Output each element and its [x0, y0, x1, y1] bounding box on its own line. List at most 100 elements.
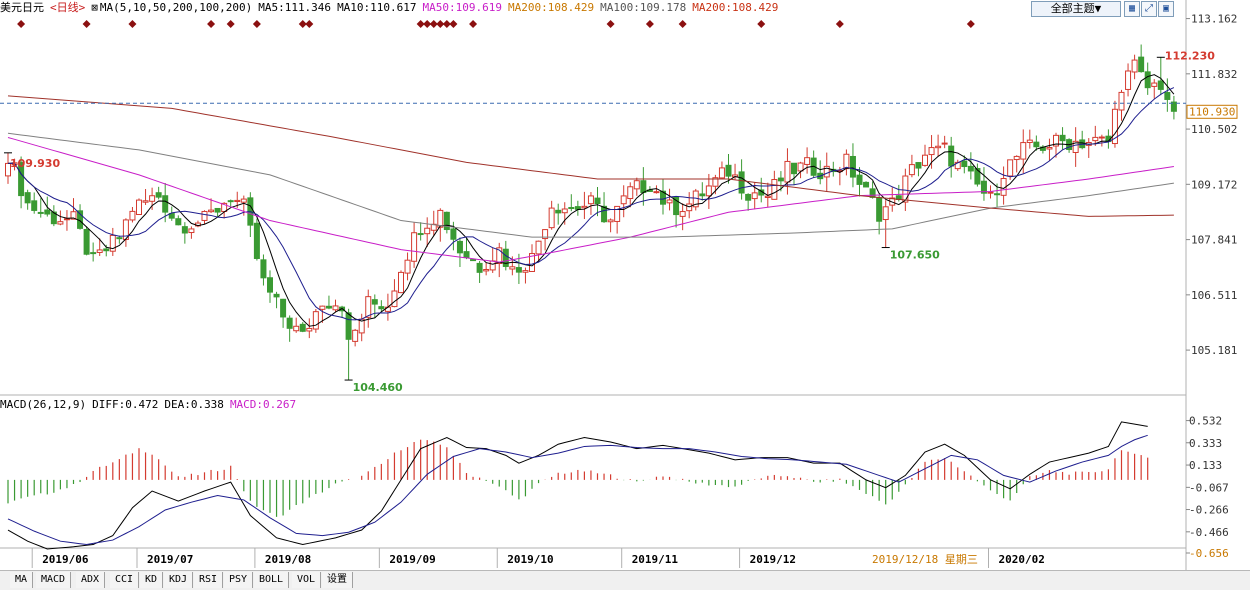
candle-body: [555, 209, 562, 214]
price-tick-label: 110.502: [1191, 123, 1237, 136]
candle-body: [764, 195, 771, 198]
candle-body: [633, 180, 640, 190]
restore-icon[interactable]: ▣: [1158, 1, 1174, 17]
candle-body: [24, 192, 31, 204]
tab-macd[interactable]: MACD: [36, 572, 72, 588]
tab-ma[interactable]: MA: [10, 572, 34, 588]
ma-settings-label: MA(5,10,50,200,100,200): [99, 1, 253, 14]
candle-body: [882, 206, 889, 221]
candle-body: [738, 171, 745, 194]
candle-body: [522, 270, 529, 273]
ma200-line: [7, 95, 1174, 217]
date-label-2019/08: 2019/08: [265, 553, 311, 566]
candle-body: [142, 200, 149, 203]
tab-adx[interactable]: ADX: [76, 572, 106, 588]
ma-values: MA5:111.346 MA10:110.617 MA50:109.619 MA200…: [258, 1, 784, 14]
candle-body: [823, 165, 830, 178]
candle-body: [843, 153, 850, 170]
candle-body: [1033, 141, 1040, 148]
candle-body: [96, 249, 103, 253]
date-label-2019/07: 2019/07: [147, 553, 193, 566]
macd-diff: DIFF:0.472: [92, 398, 159, 411]
candle-body: [162, 195, 169, 213]
tab-cci[interactable]: CCI: [110, 572, 140, 588]
candle-body: [1131, 59, 1138, 73]
macd-tick-label: -0.067: [1189, 481, 1229, 494]
candle-body: [515, 267, 522, 273]
event-marker-icon: [449, 20, 458, 28]
candle-body: [653, 191, 660, 194]
candle-body: [863, 181, 870, 188]
all-themes-dropdown[interactable]: 全部主题▼: [1031, 1, 1121, 17]
candle-body: [994, 193, 1001, 196]
candle-body: [1098, 136, 1105, 139]
event-marker-icon: [207, 20, 216, 28]
tab-rsi[interactable]: RSI: [194, 572, 224, 588]
ma-toggle-icon[interactable]: ⊠: [91, 1, 98, 14]
candle-body: [509, 266, 516, 270]
candle-body: [103, 248, 110, 252]
candle-body: [391, 290, 398, 308]
candle-body: [594, 197, 601, 205]
candle-body: [483, 268, 490, 272]
candle-body: [306, 327, 313, 332]
crosshair-date: 2019/12/18 星期三: [872, 553, 978, 566]
candle-body: [1125, 70, 1132, 90]
tab-kd[interactable]: KD: [140, 572, 164, 588]
candle-body: [398, 271, 404, 294]
tab-psy[interactable]: PSY: [224, 572, 254, 588]
candle-body: [725, 164, 732, 177]
annotation-112.230: 112.230: [1165, 49, 1215, 62]
event-marker-icon: [305, 20, 314, 28]
candle-body: [470, 259, 477, 262]
candle-body: [476, 262, 483, 273]
candle-body: [31, 200, 38, 211]
period-label[interactable]: <日线>: [50, 1, 86, 14]
tab-boll[interactable]: BOLL: [254, 572, 290, 588]
price-tick-label: 109.172: [1191, 178, 1237, 191]
candle-body: [208, 209, 215, 213]
tab-vol[interactable]: VOL: [292, 572, 322, 588]
candle-body: [928, 147, 935, 156]
macd-tick-label: -0.466: [1189, 526, 1229, 539]
candle-body: [463, 251, 470, 259]
price-tick-label: 107.841: [1191, 234, 1237, 247]
candle-body: [188, 228, 195, 234]
candle-body: [437, 209, 444, 228]
event-marker-icon: [82, 20, 91, 28]
date-label-2019/11: 2019/11: [632, 553, 679, 566]
candle-body: [1151, 82, 1158, 87]
candle-body: [70, 211, 77, 220]
candle-body: [784, 160, 791, 183]
event-marker-icon: [442, 20, 451, 28]
candle-body: [201, 210, 208, 221]
candle-body: [1053, 134, 1059, 147]
current-price-label: 110.930: [1189, 105, 1235, 118]
candle-body: [705, 185, 712, 197]
expand-icon[interactable]: ⤢: [1141, 1, 1157, 17]
candle-body: [922, 154, 928, 166]
grid-icon[interactable]: ▦: [1124, 1, 1140, 17]
kline-chart[interactable]: 113.162 111.832 110.502 109.172 107.841 106.5…: [0, 0, 1250, 570]
annotation-107.650: 107.650: [890, 249, 940, 262]
candle-body: [745, 193, 752, 201]
tab-设置[interactable]: 设置: [322, 572, 353, 588]
candle-body: [1164, 92, 1171, 100]
event-marker-icon: [423, 20, 432, 28]
event-marker-icon: [835, 20, 844, 28]
candle-body: [980, 180, 987, 194]
candle-body: [83, 228, 90, 255]
candle-body: [424, 227, 431, 235]
tab-kdj[interactable]: KDJ: [164, 572, 194, 588]
candle-body: [417, 233, 424, 236]
candle-body: [974, 168, 981, 185]
candle-body: [673, 196, 680, 216]
candle-body: [502, 248, 509, 267]
candle-body: [214, 207, 221, 213]
candle-body: [791, 162, 797, 175]
ma-value-3: MA200:108.429: [508, 1, 595, 14]
candle-body: [378, 306, 385, 310]
event-marker-icon: [678, 20, 687, 28]
candle-body: [620, 195, 627, 205]
candle-body: [902, 175, 909, 203]
